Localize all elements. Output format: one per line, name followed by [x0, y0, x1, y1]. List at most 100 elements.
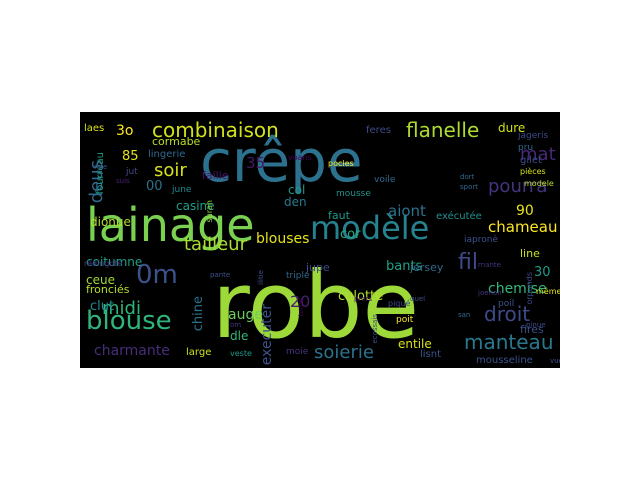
word-101: suis — [116, 177, 130, 185]
word-98: dort — [460, 173, 475, 181]
word-83: même — [536, 287, 560, 296]
word-72: june — [172, 185, 192, 195]
word-91: pante — [210, 271, 231, 279]
word-18: tailleur — [184, 234, 247, 255]
word-8: flanelle — [406, 118, 480, 142]
word-90: role — [94, 163, 108, 171]
word-32: 35 — [246, 154, 266, 172]
word-2: crêpe — [200, 127, 363, 195]
word-5: blouse — [86, 306, 172, 336]
word-45: fires — [520, 323, 544, 336]
word-23: casine — [176, 199, 215, 213]
word-42: fronciés — [86, 283, 130, 296]
word-60: voile — [374, 175, 396, 185]
word-34: 90 — [516, 203, 534, 219]
word-51: col — [288, 183, 306, 197]
word-92: om — [230, 321, 242, 329]
word-24: auge — [228, 307, 263, 323]
word-86: torne — [297, 298, 305, 317]
word-21: culotte — [338, 289, 384, 304]
word-14: mat — [520, 144, 556, 165]
word-30: bants — [386, 259, 423, 274]
word-43: dure — [498, 121, 526, 135]
word-3: lainage — [86, 198, 255, 252]
word-61: large — [186, 347, 212, 358]
word-33: 85 — [122, 149, 139, 164]
word-48: lingerie — [148, 149, 186, 160]
word-13: pourra — [488, 176, 548, 197]
word-67: veste — [230, 349, 252, 358]
word-66: moie — [286, 347, 309, 357]
word-35: 30 — [534, 265, 551, 280]
word-85: piqué — [388, 299, 411, 308]
word-11: soierie — [314, 342, 374, 363]
word-100: san — [458, 311, 471, 319]
word-25: chemise — [488, 281, 547, 297]
word-55: fourreau — [95, 152, 106, 195]
word-26: executer — [259, 304, 275, 366]
word-49: dle — [230, 329, 249, 343]
word-20: blouses — [256, 231, 310, 247]
word-99: sport — [460, 183, 478, 191]
word-41: coitumne — [86, 255, 143, 269]
word-77: poil — [498, 299, 515, 309]
word-82: modele — [524, 179, 554, 188]
word-68: gilet — [520, 155, 542, 166]
word-9: droit — [484, 302, 531, 326]
word-53: jupe — [306, 261, 330, 274]
word-59: mousse — [336, 189, 371, 199]
word-93: joenon — [478, 289, 502, 297]
word-80: surah — [205, 200, 214, 223]
word-37: 3o — [116, 123, 134, 139]
word-46: entile — [398, 337, 432, 351]
word-69: iapronè — [464, 235, 498, 245]
word-4: modèle — [310, 209, 430, 247]
word-7: combinaison — [152, 118, 279, 142]
word-97: pinue — [526, 321, 546, 329]
word-39: ceue — [86, 273, 115, 287]
word-54: jersey — [410, 261, 444, 274]
word-63: lisnt — [420, 349, 442, 360]
word-76: pocles — [328, 159, 354, 168]
word-88: ecossais — [371, 314, 379, 344]
word-44: line — [520, 247, 540, 260]
word-70: jageris — [518, 131, 549, 141]
word-10: manteau — [464, 330, 554, 354]
word-16: soir — [154, 160, 187, 181]
word-47: cormabe — [152, 135, 201, 148]
word-22: charmante — [94, 343, 170, 359]
word-cloud: robe crêpe lainage modèle blouse 0m combinaiso… — [80, 112, 560, 368]
word-31: clut — [90, 299, 115, 314]
word-19: chameau — [488, 218, 558, 236]
word-87: prors — [354, 295, 372, 303]
word-78: quel — [410, 295, 426, 303]
word-57: feres — [366, 125, 391, 136]
word-52: faut — [328, 209, 350, 222]
word-12: midi — [102, 298, 141, 319]
word-40: dionue — [90, 215, 131, 229]
word-79: triple — [286, 271, 310, 281]
word-73: jut — [126, 167, 138, 177]
word-95: vuebature — [550, 357, 560, 365]
word-27: chine — [191, 296, 206, 332]
word-96: ilitie — [257, 270, 265, 285]
word-74: faille — [202, 169, 229, 182]
word-1: robe — [212, 252, 420, 359]
word-28: aiont — [388, 202, 426, 220]
word-94: rnante — [478, 261, 501, 269]
word-81: pièces — [520, 167, 546, 176]
word-71: pru — [518, 143, 534, 153]
word-65: poit — [396, 315, 414, 325]
word-6: 0m — [136, 260, 178, 290]
word-64: mousseline — [476, 355, 533, 366]
word-84: rédingote — [84, 259, 123, 268]
word-36: 20 — [290, 292, 311, 311]
word-75: voans — [288, 153, 312, 162]
word-38: 00 — [146, 179, 163, 194]
word-58: exécutée — [436, 211, 482, 222]
word-17: fil — [458, 250, 478, 275]
word-29: cor — [340, 227, 361, 242]
word-89: orpunds — [525, 272, 534, 305]
word-56: laes — [84, 123, 105, 134]
word-50: den — [284, 195, 307, 209]
